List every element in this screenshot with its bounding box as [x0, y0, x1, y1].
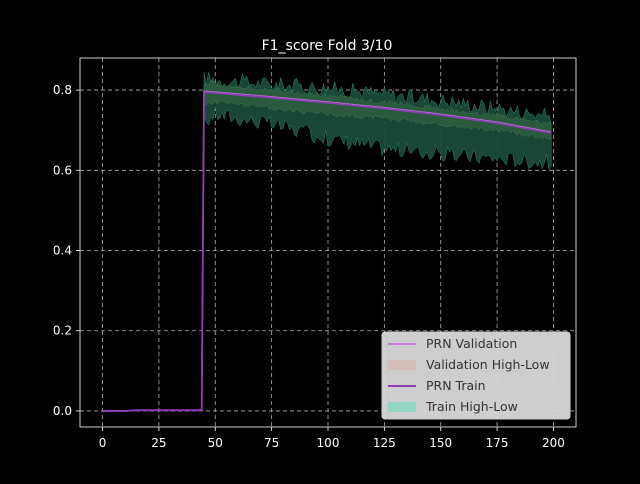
high-low-bands: [203, 71, 552, 170]
chart-title: F1_score Fold 3/10: [262, 38, 393, 54]
legend-band-swatch: [388, 360, 416, 370]
legend-label: PRN Validation: [426, 336, 517, 351]
x-tick-label: 0: [99, 436, 107, 450]
x-tick-label: 150: [429, 436, 452, 450]
x-tick-label: 175: [486, 436, 509, 450]
legend: PRN Validation Validation High-Low PRN Tra…: [381, 331, 571, 420]
x-tick-label: 75: [264, 436, 279, 450]
y-tick-label: 0.6: [53, 163, 72, 177]
y-tick-label: 0.8: [53, 83, 72, 97]
y-tick-label: 0.0: [53, 404, 72, 418]
prn-train-line: [102, 91, 552, 412]
x-tick-label: 125: [373, 436, 396, 450]
legend-box: [381, 331, 571, 420]
series-lines: [102, 90, 552, 412]
x-tick-label: 50: [208, 436, 223, 450]
x-tick-label: 25: [151, 436, 166, 450]
x-axis-ticks: 0 25 50 75 100 125 150 175 200: [99, 427, 565, 450]
y-axis-ticks: 0.0 0.2 0.4 0.6 0.8: [53, 83, 80, 418]
x-tick-label: 100: [317, 436, 340, 450]
legend-label: Train High-Low: [425, 399, 518, 414]
legend-band-swatch: [388, 402, 416, 412]
x-tick-label: 200: [542, 436, 565, 450]
legend-label: PRN Train: [426, 378, 486, 393]
y-tick-label: 0.4: [53, 244, 72, 258]
train-high-low-band: [203, 80, 552, 141]
legend-label: Validation High-Low: [426, 357, 550, 372]
y-tick-label: 0.2: [53, 324, 72, 338]
